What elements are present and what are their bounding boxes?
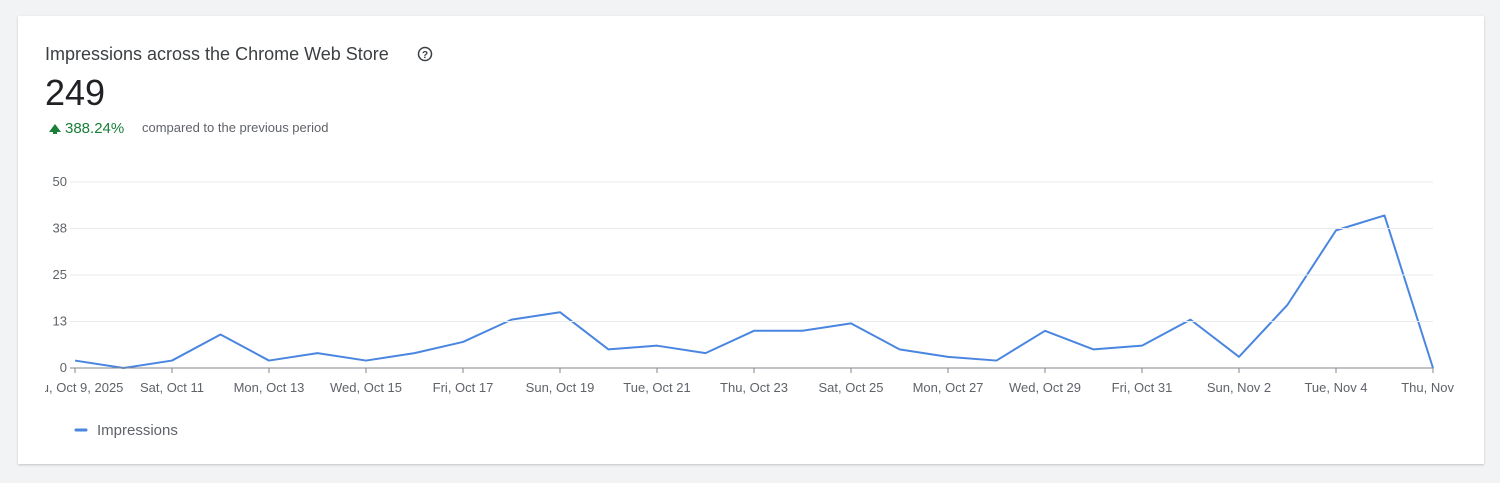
- x-tick-label: Tue, Nov 4: [1304, 380, 1367, 395]
- change-percent: 388.24%: [65, 120, 124, 137]
- up-arrow: [49, 124, 61, 134]
- y-tick-label: 0: [60, 360, 67, 375]
- y-tick-label: 25: [53, 267, 67, 282]
- total-value: 249: [45, 72, 105, 113]
- x-tick-label: Thu, Oct 9, 2025: [27, 380, 124, 395]
- svg-text:?: ?: [422, 50, 428, 61]
- x-tick-label: Fri, Oct 31: [1112, 380, 1173, 395]
- axes: 0 13 25 38 50 Impressions: [53, 174, 1434, 439]
- card-title: Impressions across the Chrome Web Store: [45, 44, 389, 64]
- legend-label: Impressions: [97, 422, 178, 439]
- x-tick-label: Sat, Oct 11: [140, 380, 204, 395]
- x-tick-label: Thu, Nov 6: [1401, 380, 1465, 395]
- y-tick-label: 13: [53, 314, 67, 329]
- x-tick-label: Tue, Oct 21: [623, 380, 690, 395]
- y-tick-label: 50: [53, 174, 67, 189]
- change-note: compared to the previous period: [142, 120, 328, 135]
- x-tick-label: Sun, Oct 19: [526, 380, 595, 395]
- x-tick-label: Sun, Nov 2: [1207, 380, 1271, 395]
- x-tick-label: Fri, Oct 17: [433, 380, 494, 395]
- card: [18, 16, 1484, 464]
- x-tick-label: Wed, Oct 29: [1009, 380, 1081, 395]
- x-tick-label: Thu, Oct 23: [720, 380, 788, 395]
- x-tick-label: Mon, Oct 13: [234, 380, 305, 395]
- x-tick-label: Sat, Oct 25: [818, 380, 883, 395]
- series-line: [74, 214, 1434, 369]
- x-tick-label: Mon, Oct 27: [913, 380, 984, 395]
- help-icon[interactable]: ?: [417, 46, 433, 62]
- x-tick-label: Wed, Oct 15: [330, 380, 402, 395]
- plot: Thu, Oct 9, 2025 Sat, Oct 11 Mon, Oct 13 We…: [27, 214, 1465, 395]
- y-tick-label: 38: [53, 221, 67, 236]
